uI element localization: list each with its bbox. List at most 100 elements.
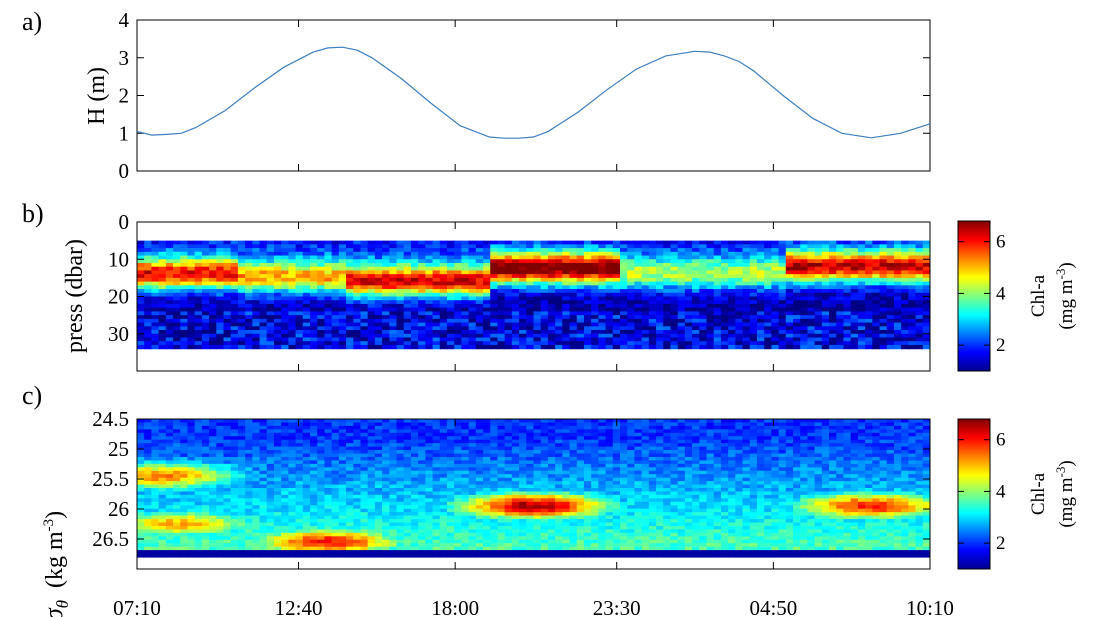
heatmap-cell [519, 251, 527, 257]
heatmap-cell [237, 244, 246, 249]
heatmap-cell [742, 277, 751, 283]
heatmap-cell [346, 315, 354, 320]
heatmap-cell [663, 337, 672, 342]
heatmap-cell [735, 344, 744, 350]
heatmap-cell [187, 498, 196, 503]
heatmap-cell [886, 333, 895, 339]
heatmap-cell [410, 292, 419, 298]
heatmap-cell [223, 550, 232, 555]
heatmap-cell [151, 436, 160, 441]
heatmap-cell [446, 326, 455, 331]
heatmap-cell [331, 326, 340, 331]
heatmap-cell [461, 292, 470, 298]
heatmap-cell [194, 460, 203, 465]
heatmap-cell [266, 546, 275, 551]
heatmap-cell [367, 508, 376, 513]
heatmap-cell [670, 262, 679, 268]
heatmap-cell [374, 318, 383, 324]
heatmap-cell [382, 303, 390, 309]
heatmap-cell [367, 543, 376, 548]
heatmap-cell [223, 505, 232, 510]
heatmap-cell [634, 248, 643, 253]
heatmap-cell [245, 553, 253, 558]
heatmap-cell [346, 477, 354, 482]
heatmap-cell [547, 240, 556, 245]
heatmap-cell [814, 318, 823, 324]
heatmap-cell [555, 311, 563, 316]
heatmap-cell [302, 536, 311, 541]
heatmap-cell [764, 244, 772, 249]
heatmap-cell [764, 344, 772, 350]
heatmap-cell [173, 274, 181, 279]
heatmap-cell [425, 529, 434, 534]
heatmap-cell [237, 248, 246, 253]
heatmap-cell [173, 488, 181, 493]
heatmap-cell [684, 255, 693, 260]
heatmap-cell [677, 266, 686, 272]
heatmap-cell [821, 262, 830, 268]
heatmap-cell [295, 525, 304, 530]
heatmap-cell [670, 281, 679, 286]
heatmap-cell [295, 262, 304, 268]
heatmap-cell [230, 536, 239, 541]
heatmap-cell [144, 439, 153, 444]
heatmap-cell [151, 255, 160, 260]
heatmap-cell [656, 240, 664, 245]
heatmap-cell [641, 292, 650, 298]
heatmap-cell [410, 344, 419, 350]
heatmap-cell [295, 244, 304, 249]
heatmap-cell [201, 460, 210, 465]
heatmap-cell [756, 341, 765, 346]
heatmap-cell [273, 240, 282, 245]
heatmap-cell [591, 341, 599, 346]
heatmap-cell [720, 289, 729, 294]
heatmap-cell [201, 481, 210, 486]
heatmap-cell [454, 292, 463, 298]
heatmap-cell [382, 326, 390, 331]
heatmap-cell [187, 488, 196, 493]
heatmap-cell [418, 244, 426, 249]
heatmap-cell [418, 311, 426, 316]
heatmap-cell [583, 285, 592, 290]
heatmap-cell [555, 337, 563, 342]
heatmap-cell [151, 318, 160, 324]
heatmap-cell [259, 446, 268, 451]
heatmap-cell [519, 266, 527, 272]
heatmap-cell [209, 456, 217, 461]
heatmap-cell [273, 532, 282, 537]
heatmap-cell [288, 519, 297, 524]
heatmap-cell [865, 259, 873, 264]
heatmap-cell [713, 277, 722, 283]
heatmap-cell [389, 553, 398, 558]
heatmap-cell [865, 326, 873, 331]
heatmap-cell [893, 292, 902, 298]
heatmap-cell [706, 296, 715, 301]
heatmap-cell [901, 337, 909, 342]
heatmap-cell [252, 439, 261, 444]
heatmap-cell [165, 240, 174, 245]
heatmap-cell [670, 270, 679, 275]
heatmap-cell [353, 277, 362, 283]
heatmap-cell [771, 311, 780, 316]
heatmap-cell [165, 467, 174, 472]
heatmap-cell [475, 311, 484, 316]
heatmap-cell [317, 474, 326, 479]
heatmap-cell [151, 515, 160, 520]
heatmap-cell [259, 240, 268, 245]
heatmap-cell [396, 460, 405, 465]
heatmap-cell [317, 330, 326, 335]
heatmap-cell [353, 292, 362, 298]
heatmap-cell [331, 277, 340, 283]
heatmap-cell [165, 255, 174, 260]
heatmap-cell [346, 467, 354, 472]
heatmap-cell [511, 255, 520, 260]
heatmap-cell [230, 456, 239, 461]
heatmap-cell [389, 326, 398, 331]
heatmap-cell [475, 251, 484, 257]
heatmap-cell [360, 292, 369, 298]
heatmap-cell [310, 315, 318, 320]
heatmap-cell [908, 326, 917, 331]
heatmap-cell [310, 326, 318, 331]
heatmap-cell [144, 248, 153, 253]
heatmap-cell [526, 326, 535, 331]
